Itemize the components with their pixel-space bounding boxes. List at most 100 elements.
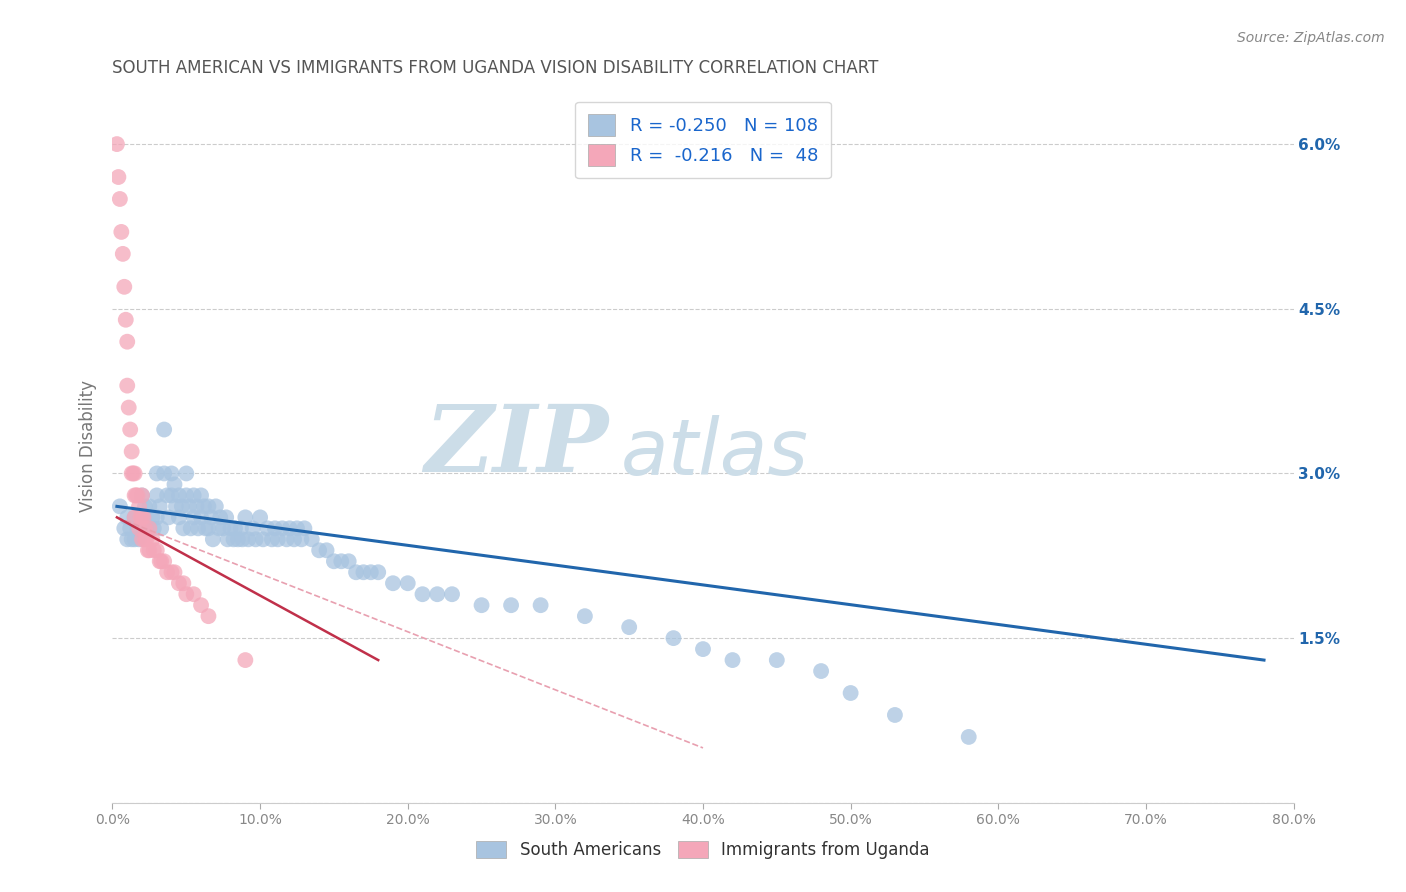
Point: [160, 467, 183, 481]
Point: [233, 510, 256, 524]
Point: [153, 423, 176, 437]
Point: [344, 566, 367, 580]
Point: [217, 533, 239, 547]
Point: [129, 510, 152, 524]
Point: [208, 521, 231, 535]
Point: [662, 631, 685, 645]
Point: [141, 510, 163, 524]
Point: [111, 247, 134, 261]
Point: [252, 533, 274, 547]
Point: [121, 467, 143, 481]
Point: [125, 488, 148, 502]
Text: atlas: atlas: [620, 415, 808, 491]
Point: [141, 533, 163, 547]
Point: [315, 543, 337, 558]
Point: [163, 566, 186, 580]
Point: [121, 533, 143, 547]
Point: [264, 521, 287, 535]
Point: [118, 401, 141, 415]
Text: SOUTH AMERICAN VS IMMIGRANTS FROM UGANDA VISION DISABILITY CORRELATION CHART: SOUTH AMERICAN VS IMMIGRANTS FROM UGANDA…: [112, 59, 879, 77]
Point: [110, 225, 132, 239]
Point: [174, 488, 197, 502]
Point: [285, 521, 308, 535]
Point: [233, 653, 256, 667]
Point: [150, 521, 173, 535]
Y-axis label: Vision Disability: Vision Disability: [79, 380, 97, 512]
Point: [134, 500, 156, 514]
Point: [172, 576, 194, 591]
Point: [367, 566, 389, 580]
Point: [205, 500, 228, 514]
Point: [276, 533, 298, 547]
Point: [190, 598, 212, 612]
Point: [167, 488, 190, 502]
Point: [501, 598, 523, 612]
Point: [142, 543, 165, 558]
Point: [174, 587, 197, 601]
Point: [127, 521, 149, 535]
Point: [131, 533, 153, 547]
Point: [163, 477, 186, 491]
Point: [135, 533, 157, 547]
Legend: South Americans, Immigrants from Uganda: South Americans, Immigrants from Uganda: [470, 834, 936, 866]
Point: [283, 533, 305, 547]
Point: [131, 510, 153, 524]
Point: [229, 521, 252, 535]
Point: [219, 521, 242, 535]
Point: [470, 598, 494, 612]
Point: [112, 521, 135, 535]
Point: [194, 521, 217, 535]
Point: [156, 566, 179, 580]
Point: [135, 521, 157, 535]
Point: [292, 521, 315, 535]
Point: [215, 510, 238, 524]
Point: [242, 521, 264, 535]
Point: [179, 500, 201, 514]
Point: [278, 521, 301, 535]
Point: [149, 554, 172, 568]
Point: [226, 533, 249, 547]
Text: Source: ZipAtlas.com: Source: ZipAtlas.com: [1237, 31, 1385, 45]
Point: [337, 554, 360, 568]
Point: [146, 467, 169, 481]
Point: [231, 533, 253, 547]
Point: [721, 653, 744, 667]
Point: [839, 686, 862, 700]
Point: [352, 566, 374, 580]
Point: [153, 554, 176, 568]
Point: [108, 500, 131, 514]
Point: [153, 467, 176, 481]
Point: [884, 708, 907, 723]
Point: [197, 609, 219, 624]
Point: [810, 664, 832, 678]
Point: [529, 598, 551, 612]
Point: [167, 510, 190, 524]
Point: [131, 488, 153, 502]
Point: [122, 467, 145, 481]
Point: [128, 500, 150, 514]
Point: [117, 378, 138, 392]
Point: [301, 533, 323, 547]
Point: [170, 500, 193, 514]
Point: [441, 587, 464, 601]
Point: [187, 521, 209, 535]
Point: [117, 334, 138, 349]
Point: [124, 533, 146, 547]
Point: [180, 521, 202, 535]
Point: [167, 576, 190, 591]
Point: [766, 653, 789, 667]
Point: [131, 510, 153, 524]
Point: [267, 533, 290, 547]
Point: [146, 488, 169, 502]
Point: [692, 642, 714, 657]
Point: [193, 500, 215, 514]
Point: [138, 521, 160, 535]
Point: [619, 620, 641, 634]
Point: [190, 510, 212, 524]
Point: [134, 533, 156, 547]
Point: [197, 500, 219, 514]
Point: [222, 533, 245, 547]
Point: [117, 510, 138, 524]
Point: [124, 510, 146, 524]
Point: [382, 576, 405, 591]
